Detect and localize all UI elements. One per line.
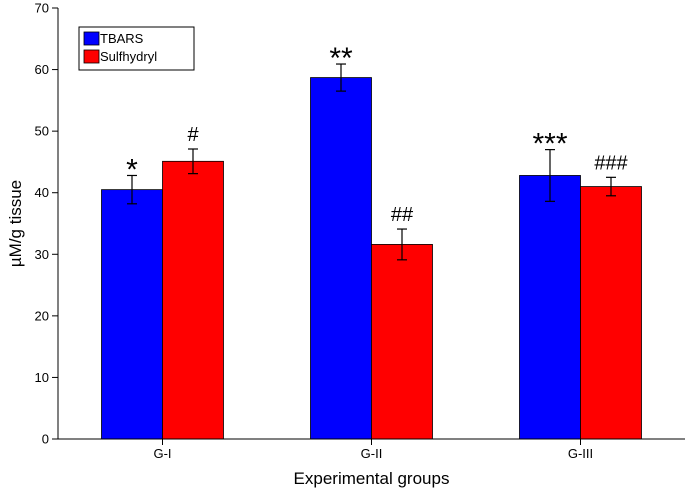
y-tick-label: 70 <box>35 1 49 16</box>
significance-annotations: * # ** ## *** ### <box>126 42 628 226</box>
x-tick-label: G-II <box>361 446 383 461</box>
y-axis-ticks: 0 10 20 30 40 50 60 70 <box>35 1 58 447</box>
error-bars <box>127 63 616 261</box>
legend-label-sulfhydryl: Sulfhydryl <box>100 49 157 64</box>
error-bar <box>606 176 616 197</box>
legend: TBARS Sulfhydryl <box>78 26 195 71</box>
y-tick-label: 50 <box>35 124 49 139</box>
y-tick-label: 0 <box>42 432 49 447</box>
x-axis-ticks: G-I G-II G-III <box>153 439 593 461</box>
y-tick-label: 10 <box>35 370 49 385</box>
x-axis-title: Experimental groups <box>294 469 450 488</box>
legend-label-tbars: TBARS <box>100 31 144 46</box>
bar-sulfhydryl-g-i <box>162 160 224 440</box>
legend-swatch-sulfhydryl <box>83 49 100 64</box>
significance-label: ** <box>329 42 353 75</box>
bar-sulfhydryl-g-ii <box>371 244 433 440</box>
y-tick-label: 40 <box>35 185 49 200</box>
y-axis-title: µM/g tissue <box>6 180 25 267</box>
bar-tbars-g-i <box>101 189 163 440</box>
legend-swatch-tbars <box>83 31 100 46</box>
y-tick-label: 30 <box>35 247 49 262</box>
error-bar <box>336 63 346 92</box>
x-tick-label: G-I <box>153 446 171 461</box>
significance-label: ### <box>594 152 628 174</box>
bar-tbars-g-ii <box>310 77 372 440</box>
error-bar <box>127 174 137 205</box>
x-tick-label: G-III <box>568 446 593 461</box>
y-tick-label: 60 <box>35 62 49 77</box>
error-bar <box>188 148 198 175</box>
error-bar <box>397 228 407 261</box>
significance-label: # <box>187 124 199 146</box>
error-bar <box>545 149 555 202</box>
y-tick-label: 20 <box>35 308 49 323</box>
bar-tbars-g-iii <box>519 175 581 440</box>
significance-label: *** <box>532 128 567 161</box>
bars <box>101 77 642 440</box>
significance-label: ## <box>391 204 414 226</box>
significance-label: * <box>126 153 138 186</box>
bar-sulfhydryl-g-iii <box>580 186 642 440</box>
